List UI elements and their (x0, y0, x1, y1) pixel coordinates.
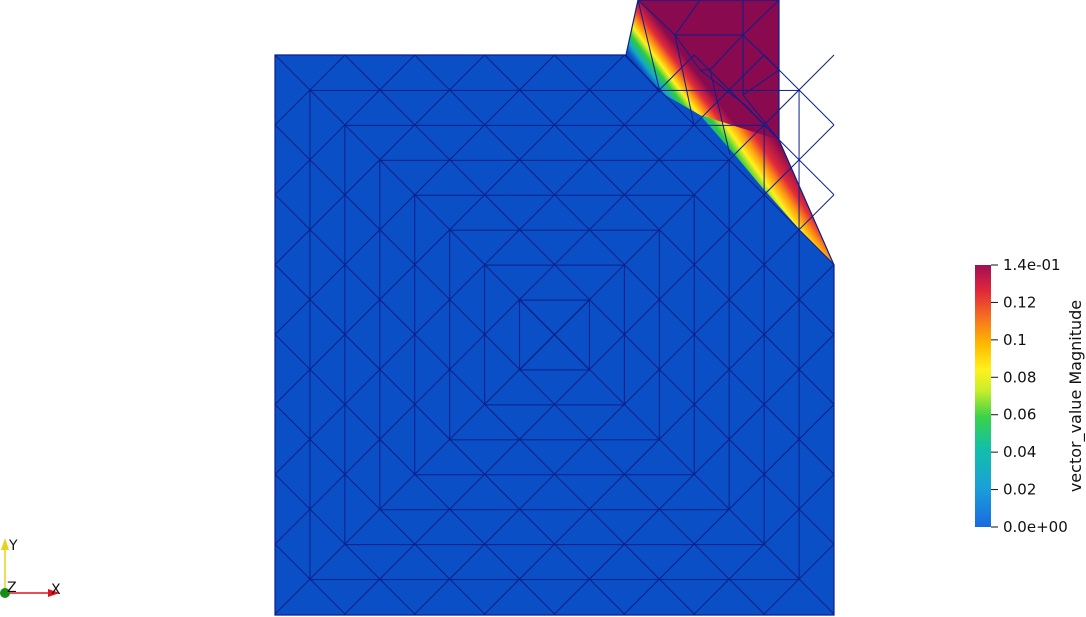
mesh-edge (274, 54, 695, 475)
mesh-edge (274, 54, 765, 545)
mesh-edge (274, 54, 485, 265)
mesh-edge (274, 473, 417, 616)
mesh-edge (274, 54, 346, 126)
mesh-surface (274, 0, 835, 616)
colorbar-tick-label: 0.0e+00 (1003, 518, 1068, 536)
mesh-edge (274, 264, 626, 616)
mesh-ring (519, 299, 590, 371)
mesh-edge (625, 54, 661, 93)
mesh-edge (674, 34, 695, 126)
colorbar-tick-label: 0.06 (1003, 406, 1036, 424)
colorbar-title: vector_value Magnitude (1066, 300, 1086, 492)
mesh-edge (674, 0, 701, 36)
mesh-outline (274, 0, 835, 616)
mesh-edge (699, 69, 746, 106)
mesh-edge (709, 69, 731, 156)
y-axis-label: Y (8, 538, 18, 554)
mesh-edge (413, 194, 835, 616)
mesh-edge (274, 334, 556, 616)
mesh-gradient-band-lower (700, 115, 834, 265)
colorbar-tick-label: 0.08 (1003, 368, 1036, 386)
mesh-edge (637, 0, 676, 36)
mesh-edge (274, 543, 347, 616)
colorbar-tick-label: 0.12 (1003, 293, 1036, 311)
mesh-edge (674, 34, 701, 71)
x-axis-arrow-icon (48, 589, 60, 597)
mesh-edge (762, 543, 835, 616)
mesh-ring (309, 89, 800, 581)
mesh-edge (553, 334, 835, 616)
mesh-edge (274, 54, 835, 615)
colorbar-tick-label: 1.4e-01 (1003, 256, 1061, 274)
mesh-edge (742, 94, 780, 141)
mesh-edge (274, 54, 625, 405)
colorbar-legend: 1.4e-01 0.12 0.1 0.08 0.06 0.04 0.02 0.0e+00 ve… (975, 256, 1086, 536)
mesh-high-region-edge (626, 0, 700, 92)
mesh-edge (274, 54, 555, 335)
mesh-edge (274, 124, 766, 616)
mesh-edge (637, 0, 661, 93)
mesh-edge (623, 404, 835, 616)
mesh-edge (274, 54, 416, 196)
x-axis-label: X (51, 582, 61, 598)
mesh-edge (483, 264, 835, 616)
orientation-axes[interactable]: Y Z X (0, 538, 61, 598)
mesh-edge (742, 34, 780, 71)
colorbar-tick-label: 0.02 (1003, 481, 1036, 499)
colorbar-tick-label: 0.04 (1003, 443, 1036, 461)
mesh-edge (742, 69, 780, 96)
mesh-edge (742, 0, 780, 36)
mesh-ring (379, 159, 730, 511)
mesh-edge (692, 473, 835, 616)
z-axis-dot-icon (0, 588, 10, 598)
y-axis-arrow-icon (1, 538, 9, 550)
colorbar-gradient (975, 265, 991, 527)
colorbar-tick-label: 0.1 (1003, 331, 1027, 349)
mesh-edge (343, 124, 835, 616)
mesh-ring (449, 229, 660, 441)
z-axis-label: Z (7, 580, 17, 596)
mesh-edge (709, 34, 744, 71)
mesh-edge (744, 104, 780, 141)
